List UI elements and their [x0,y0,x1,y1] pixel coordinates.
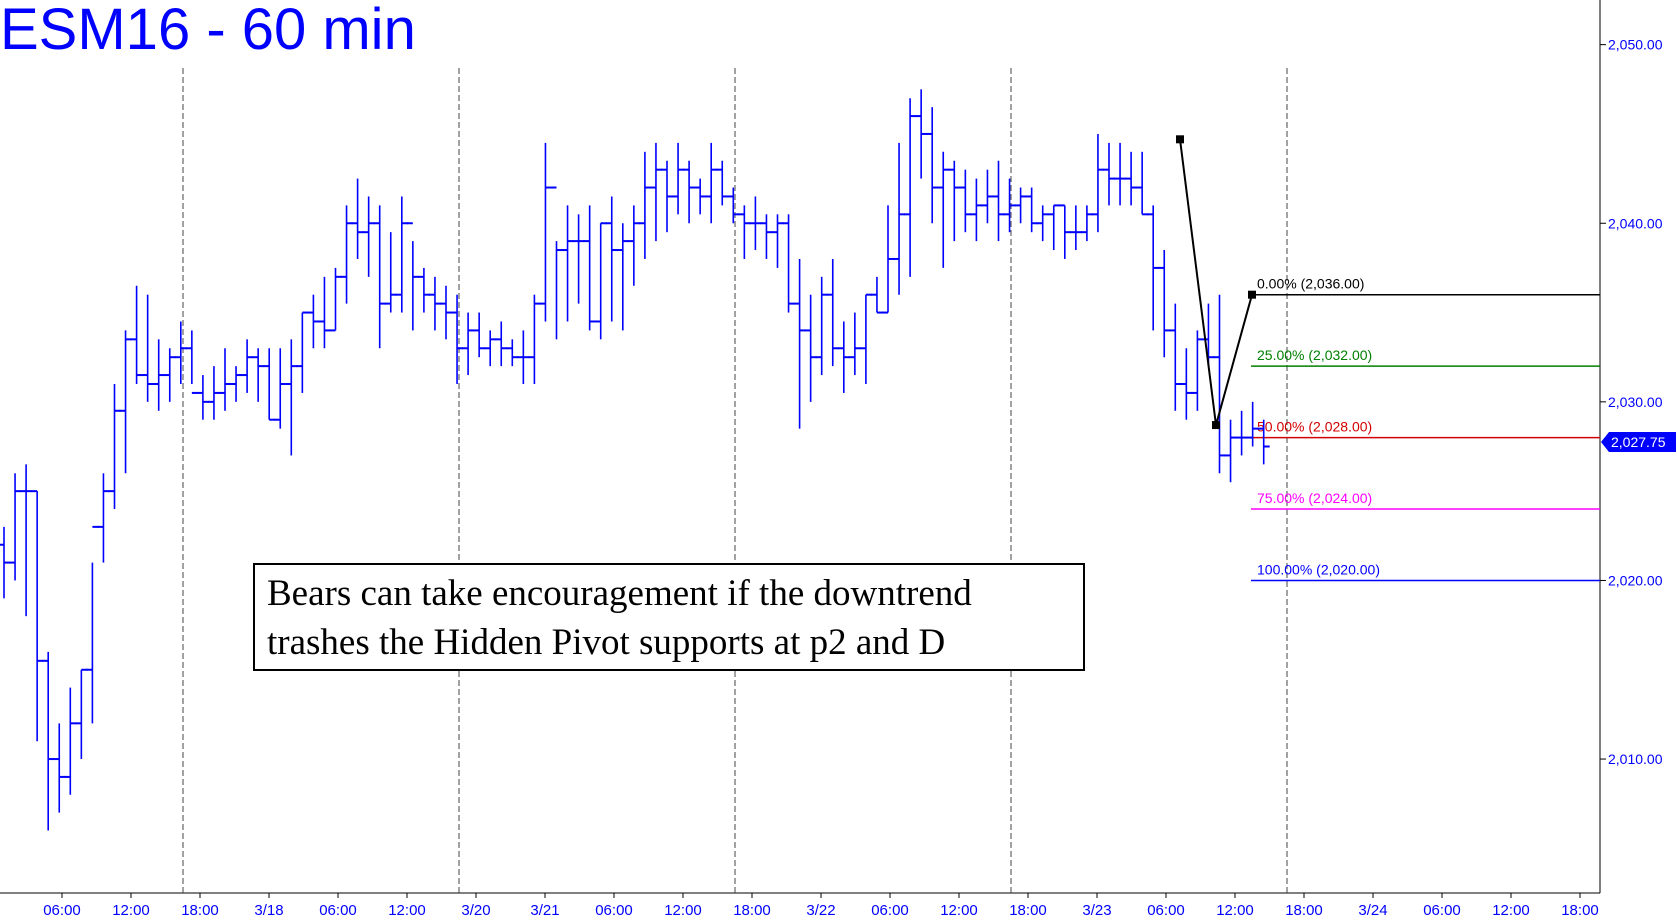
last-price-label: 2,027.75 [1611,434,1666,450]
last-price-marker [1601,432,1676,453]
abc-pivot-point-1 [1176,135,1184,144]
x-tick-label-14: 12:00 [940,902,978,919]
x-tick-label-21: 06:00 [1423,902,1461,919]
fib-label-1: 0.00% (2,036.00) [1257,276,1364,292]
x-tick-label-1: 06:00 [43,902,81,919]
x-tick-label-13: 06:00 [871,902,909,919]
annotation-line-1: Bears can take encouragement if the down… [267,573,972,614]
annotation-box: Bears can take encouragement if the down… [253,563,1085,671]
x-tick-label-5: 06:00 [319,902,357,919]
x-tick-label-8: 3/21 [530,902,559,919]
fib-label-4: 75.00% (2,024.00) [1257,490,1372,506]
x-tick-label-4: 3/18 [254,902,283,919]
x-tick-label-10: 12:00 [664,902,702,919]
x-tick-label-22: 12:00 [1492,902,1530,919]
x-tick-label-18: 12:00 [1216,902,1254,919]
abc-pattern-line [1179,139,1253,426]
fib-label-5: 100.00% (2,020.00) [1257,561,1380,577]
x-tick-label-7: 3/20 [461,902,490,919]
y-tick-label-2: 2,040.00 [1608,215,1663,231]
x-tick-label-19: 18:00 [1285,902,1323,919]
x-tick-label-6: 12:00 [388,902,426,919]
x-tick-label-17: 06:00 [1147,902,1185,919]
x-tick-label-9: 06:00 [595,902,633,919]
y-tick-label-5: 2,010.00 [1608,751,1663,767]
x-tick-label-16: 3/23 [1082,902,1111,919]
x-tick-label-23: 18:00 [1561,902,1599,919]
x-tick-label-20: 3/24 [1358,902,1387,919]
y-tick-label-4: 2,020.00 [1608,572,1663,588]
y-tick-label-3: 2,030.00 [1608,394,1663,410]
x-tick-label-12: 3/22 [806,902,835,919]
chart-title: ESM16 - 60 min [0,0,416,62]
abc-pivot-point-2 [1212,421,1220,430]
x-tick-label-11: 18:00 [733,902,771,919]
annotation-line-2: trashes the Hidden Pivot supports at p2 … [267,622,946,663]
y-tick-label-1: 2,050.00 [1608,37,1663,53]
x-tick-label-3: 18:00 [181,902,219,919]
fib-label-2: 25.00% (2,032.00) [1257,347,1372,363]
fib-label-3: 50.00% (2,028.00) [1257,419,1372,435]
x-tick-label-2: 12:00 [112,902,150,919]
x-tick-label-15: 18:00 [1009,902,1047,919]
abc-pivot-point-3 [1248,290,1256,299]
